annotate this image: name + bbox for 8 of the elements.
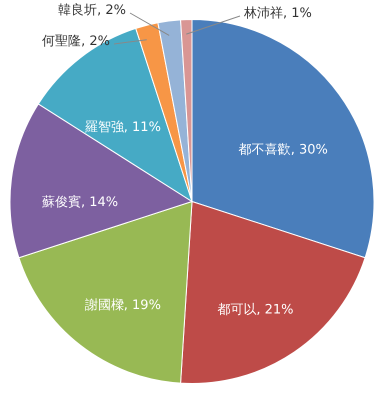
slice-label: 何聖隆, 2%: [42, 34, 110, 49]
slice-label: 林沛祥, 1%: [243, 6, 312, 21]
slice-label: 都可以, 21%: [217, 302, 294, 318]
slice-label: 羅智強, 11%: [84, 120, 161, 135]
slice-label: 謝國樑, 19%: [84, 298, 161, 314]
slice-label: 都不喜歡, 30%: [238, 142, 328, 158]
slice-label: 韓良圻, 2%: [58, 3, 126, 18]
slice-label: 蘇俊賓, 14%: [42, 194, 118, 210]
